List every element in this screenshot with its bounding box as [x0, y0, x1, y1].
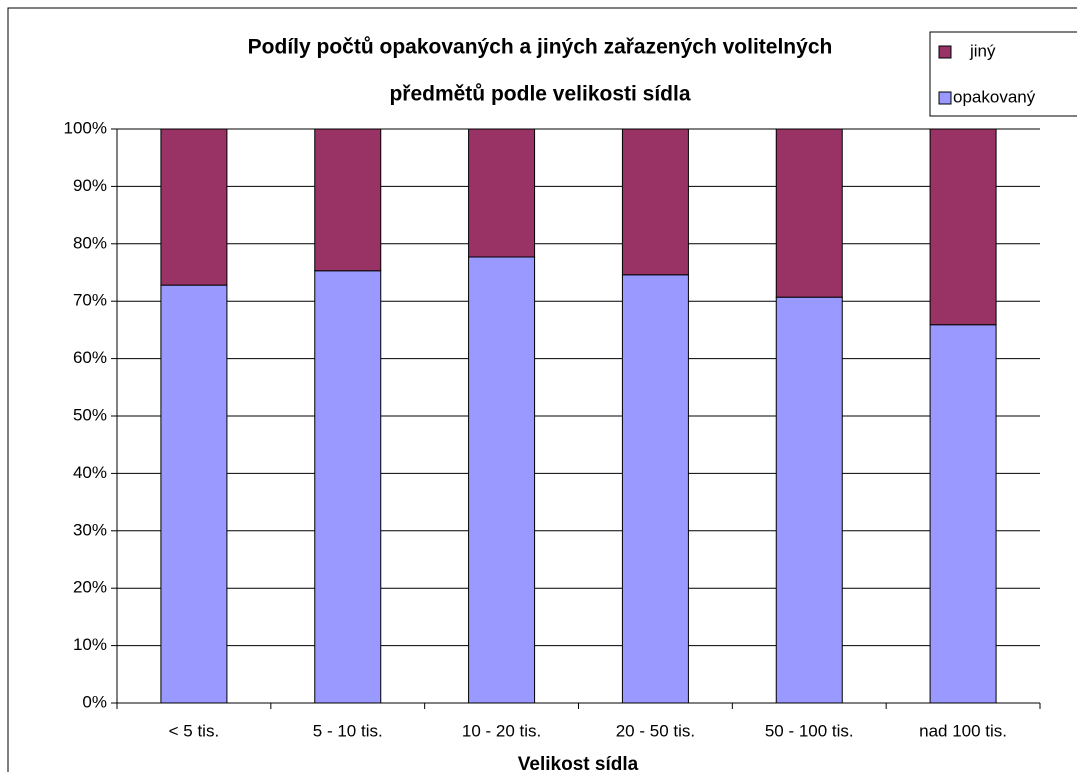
bar-segment: [314, 270, 382, 704]
bar-segment: [929, 324, 997, 704]
y-tick-label: 50%: [73, 405, 107, 424]
bar-segment: [160, 128, 228, 286]
chart-title: Podíly počtů opakovaných a jiných zařaze…: [248, 36, 833, 59]
bar-segment: [468, 128, 536, 258]
x-tick-label: nad 100 tis.: [919, 721, 1007, 740]
bar-segment: [775, 128, 843, 298]
x-tick-label: 10 - 20 tis.: [462, 721, 541, 740]
chart-title: předmětů podle velikosti sídla: [389, 83, 690, 106]
y-tick-label: 80%: [73, 233, 107, 252]
y-tick-label: 70%: [73, 291, 107, 310]
x-tick-label: < 5 tis.: [169, 721, 220, 740]
bar-segment: [468, 256, 536, 704]
y-tick-label: 20%: [73, 578, 107, 597]
bar-segment: [314, 128, 382, 272]
y-tick-label: 90%: [73, 176, 107, 195]
x-tick-label: 50 - 100 tis.: [765, 721, 854, 740]
x-tick-label: 5 - 10 tis.: [313, 721, 383, 740]
y-tick-label: 60%: [73, 348, 107, 367]
y-tick-label: 0%: [82, 692, 107, 711]
bar-segment: [621, 274, 689, 704]
legend-label: opakovaný: [953, 87, 1036, 106]
y-tick-label: 40%: [73, 463, 107, 482]
legend-box: [929, 31, 1077, 117]
y-tick-label: 30%: [73, 520, 107, 539]
legend-label: jiný: [969, 41, 996, 60]
legend-swatch: [938, 91, 952, 105]
legend-swatch: [938, 45, 952, 59]
bar-segment: [160, 284, 228, 704]
x-tick-label: 20 - 50 tis.: [616, 721, 695, 740]
bar-segment: [929, 128, 997, 326]
bar-segment: [621, 128, 689, 276]
bar-segment: [775, 296, 843, 704]
x-axis-label: Velikost sídla: [518, 754, 639, 772]
y-tick-label: 10%: [73, 635, 107, 654]
y-tick-label: 100%: [64, 118, 107, 137]
